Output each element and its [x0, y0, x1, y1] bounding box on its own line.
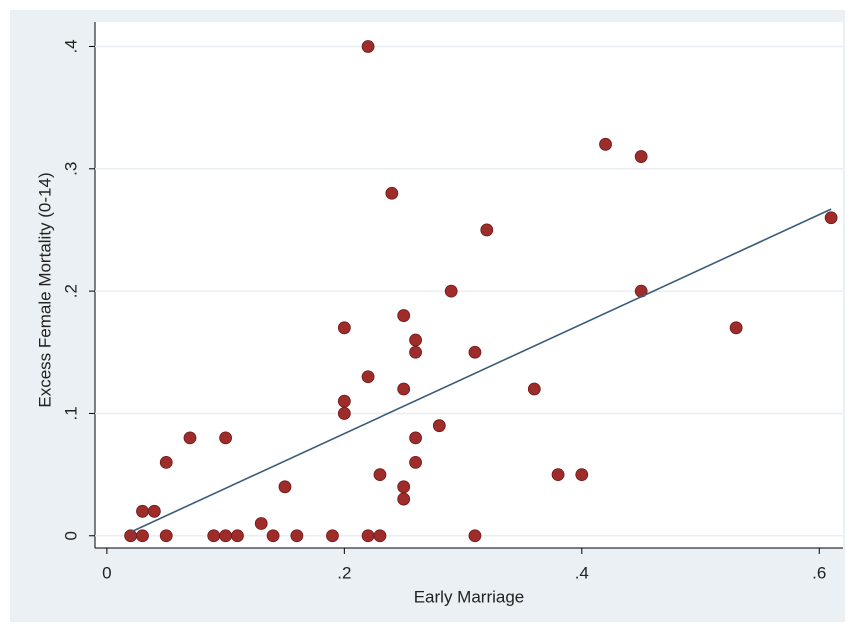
point: [337, 394, 351, 408]
y-axis-label: Excess Female Mortality (0-14): [35, 172, 54, 407]
point: [361, 40, 375, 53]
point: [468, 345, 482, 359]
point: [397, 309, 411, 322]
point: [397, 492, 411, 506]
point: [231, 529, 244, 543]
point: [599, 137, 612, 151]
point: [444, 284, 458, 298]
point: [575, 468, 589, 482]
point: [136, 529, 149, 543]
point: [290, 529, 304, 543]
x-tick-label: .4: [575, 563, 589, 582]
x-tick-label: .2: [337, 563, 351, 582]
x-tick-label: 0: [102, 563, 111, 582]
point: [824, 211, 838, 225]
point: [409, 455, 422, 469]
point: [326, 529, 339, 543]
point: [397, 480, 411, 494]
point: [219, 529, 233, 543]
point: [266, 529, 280, 543]
point: [159, 529, 173, 543]
point: [634, 150, 648, 163]
point: [159, 455, 173, 469]
point: [468, 529, 482, 543]
point: [409, 345, 422, 359]
point: [207, 529, 221, 543]
point: [337, 407, 351, 420]
point: [337, 321, 351, 335]
point: [385, 186, 399, 200]
point: [373, 529, 387, 543]
point: [183, 431, 197, 445]
point: [480, 223, 494, 237]
y-tick-label: .2: [61, 284, 80, 298]
y-tick-label: .1: [61, 406, 80, 420]
point: [373, 468, 387, 482]
point: [361, 370, 375, 384]
point: [432, 419, 446, 433]
point: [147, 504, 161, 518]
x-axis-label: Early Marriage: [414, 587, 525, 606]
y-tick-label: .4: [61, 39, 80, 53]
point: [361, 529, 375, 543]
y-tick-label: .3: [61, 162, 80, 176]
x-tick-label: .6: [812, 563, 826, 582]
plot-area: [95, 22, 843, 548]
point: [729, 321, 743, 335]
point: [219, 431, 233, 445]
point: [409, 333, 422, 347]
point: [254, 517, 268, 530]
point: [551, 468, 565, 482]
point: [409, 431, 422, 445]
point: [136, 504, 149, 518]
fit-line: [130, 208, 832, 533]
point: [397, 382, 411, 396]
y-tick-label: 0: [61, 531, 80, 540]
point: [527, 382, 541, 396]
point: [278, 480, 292, 494]
